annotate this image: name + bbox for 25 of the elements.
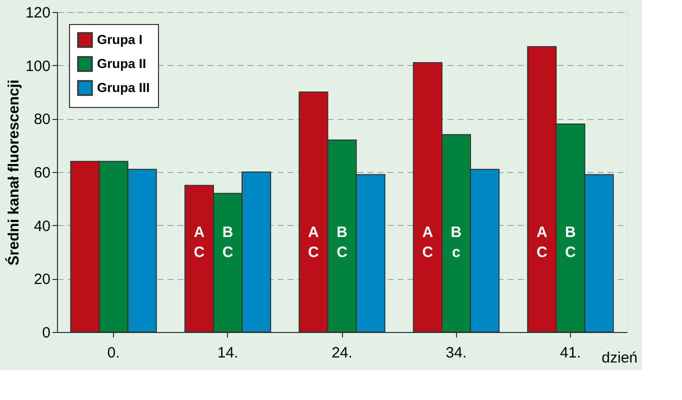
text: A C bbox=[536, 224, 548, 261]
x-tick-label: 41. bbox=[560, 344, 581, 362]
x-tick-label: 0. bbox=[107, 344, 120, 362]
y-tick-label: 120 bbox=[25, 4, 50, 22]
text: A C bbox=[422, 224, 434, 261]
x-axis-title: dzień bbox=[602, 350, 638, 366]
x-tick-label: 14. bbox=[217, 344, 238, 362]
text: A C bbox=[308, 224, 319, 261]
legend-label: Grupa I bbox=[97, 32, 143, 47]
legend-label: Grupa II bbox=[97, 56, 146, 71]
x-tick-label: 34. bbox=[446, 344, 467, 362]
x-tick-label: 24. bbox=[332, 344, 352, 362]
text: B C bbox=[565, 224, 576, 261]
text: A C bbox=[194, 224, 205, 261]
text: B C bbox=[222, 224, 234, 261]
y-tick-label: 80 bbox=[34, 111, 50, 128]
text: B c bbox=[450, 224, 462, 261]
y-tick-label: 40 bbox=[34, 218, 50, 235]
y-axis-title: Średni kanał fluorescencji bbox=[4, 80, 22, 266]
legend-label: Grupa III bbox=[97, 80, 150, 95]
y-tick-label: 100 bbox=[25, 58, 50, 75]
y-tick-label: 20 bbox=[34, 271, 50, 288]
y-tick-label: 60 bbox=[34, 164, 50, 182]
y-tick-label: 0 bbox=[42, 324, 50, 342]
text: B C bbox=[336, 224, 348, 261]
